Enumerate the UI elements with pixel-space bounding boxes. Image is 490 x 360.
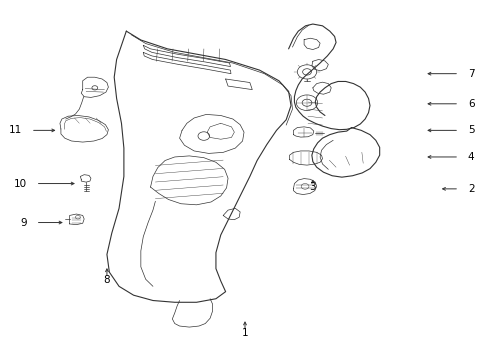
Text: 6: 6 [468, 99, 474, 109]
Text: 4: 4 [468, 152, 474, 162]
Text: 10: 10 [14, 179, 27, 189]
Text: 9: 9 [21, 217, 27, 228]
Text: 5: 5 [468, 125, 474, 135]
Text: 11: 11 [9, 125, 22, 135]
Text: 2: 2 [468, 184, 474, 194]
Text: 3: 3 [310, 183, 316, 192]
Text: 1: 1 [242, 328, 248, 338]
Text: 8: 8 [103, 275, 110, 284]
Text: 7: 7 [468, 69, 474, 79]
